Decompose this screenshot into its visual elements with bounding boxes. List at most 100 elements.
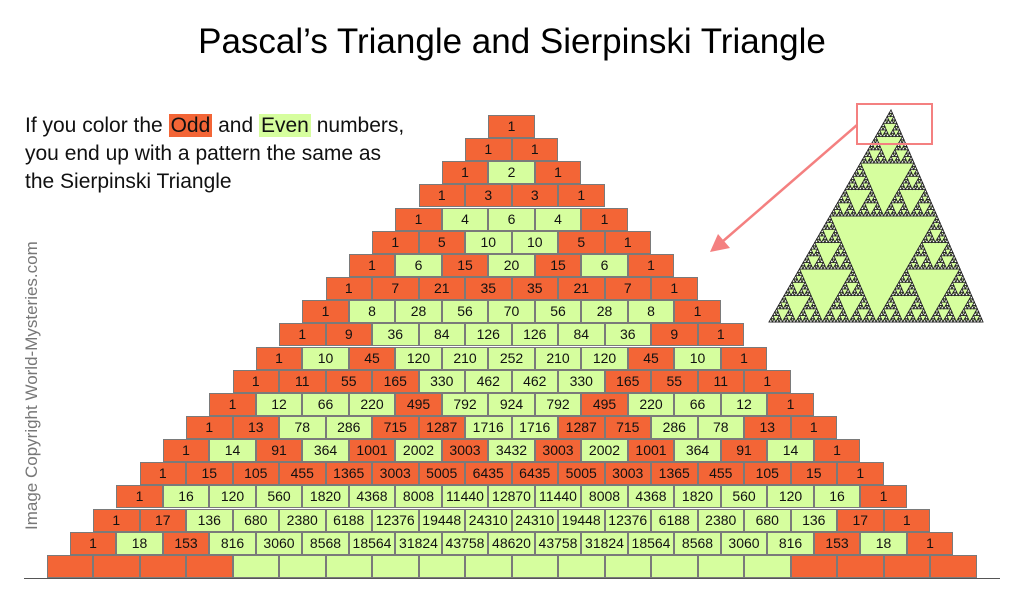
sierpinski-cell <box>912 287 918 293</box>
cell-row19-col10 <box>511 554 558 578</box>
sierpinski-cell <box>905 148 911 154</box>
sierpinski-cell <box>806 251 812 257</box>
sierpinski-cell <box>941 231 947 237</box>
sierpinski-cell <box>977 314 983 320</box>
cell-row18-col15: 816 <box>767 531 814 555</box>
sierpinski-cell <box>929 211 935 217</box>
sierpinski-cell <box>835 248 840 253</box>
sierpinski-cell <box>775 311 781 316</box>
cell-row14-col11: 364 <box>674 439 721 463</box>
sierpinski-cell <box>792 287 797 293</box>
sierpinski-cell <box>952 317 957 323</box>
sierpinski-cell <box>839 251 845 257</box>
cell-row14-col1: 14 <box>209 439 256 463</box>
sierpinski-cell <box>915 294 921 300</box>
sierpinski-cell <box>930 205 935 210</box>
cell-row16-col16: 1 <box>860 485 907 509</box>
sierpinski-cell <box>881 307 886 313</box>
sierpinski-cell <box>775 304 781 310</box>
sierpinski-cell <box>898 278 903 283</box>
sierpinski-cell <box>819 258 824 263</box>
sierpinski-cell <box>774 307 779 313</box>
sierpinski-cell <box>927 238 933 243</box>
sierpinski-cell <box>938 225 944 230</box>
cell-row17-col3: 680 <box>232 508 279 532</box>
sierpinski-cell <box>884 115 890 121</box>
cell-row12-col12: 1 <box>767 392 814 416</box>
sierpinski-cell <box>876 128 882 134</box>
sierpinski-cell <box>812 311 817 316</box>
sierpinski-cell <box>905 287 911 293</box>
sierpinski-cell <box>915 201 920 207</box>
sierpinski-cell <box>867 307 873 313</box>
cell-row13-col4: 715 <box>372 415 419 439</box>
sierpinski-cell <box>802 264 807 270</box>
cell-row15-col15: 1 <box>837 462 884 486</box>
sierpinski-cell <box>879 211 885 217</box>
sierpinski-cell <box>847 185 853 190</box>
sierpinski-cell <box>779 297 785 303</box>
cell-row19-col16 <box>790 554 837 578</box>
sierpinski-cell <box>845 287 851 293</box>
sierpinski-cell <box>906 158 912 164</box>
sierpinski-cell <box>913 181 918 187</box>
sierpinski-cell <box>828 311 834 316</box>
sierpinski-cell <box>951 278 957 283</box>
sierpinski-cell <box>889 211 895 217</box>
sierpinski-cell <box>812 264 817 270</box>
sierpinski-cell <box>955 264 961 270</box>
sierpinski-cell <box>890 314 896 320</box>
sierpinski-cell <box>911 254 917 260</box>
sierpinski-cell <box>919 241 924 247</box>
sierpinski-cell <box>918 301 923 306</box>
sierpinski-cell <box>873 205 878 210</box>
sierpinski-cell <box>832 211 838 217</box>
sierpinski-cell <box>817 314 822 320</box>
sierpinski-cell <box>903 314 909 320</box>
sierpinski-cell <box>862 211 868 217</box>
cell-row16-col6: 8008 <box>395 485 442 509</box>
sierpinski-cell <box>820 261 826 267</box>
cell-row11-col10: 11 <box>697 369 744 393</box>
cell-row17-col0: 1 <box>93 508 140 532</box>
cell-row18-col14: 3060 <box>720 531 768 555</box>
sierpinski-cell <box>862 172 867 177</box>
sierpinski-cell <box>915 248 920 253</box>
sierpinski-cell <box>861 294 867 300</box>
cell-row17-col16: 17 <box>837 508 884 532</box>
sierpinski-cell <box>777 301 783 306</box>
sierpinski-cell <box>940 251 945 257</box>
sierpinski-cell <box>803 314 809 320</box>
cell-row8-col0: 1 <box>302 300 349 324</box>
sierpinski-cell <box>915 172 921 177</box>
sierpinski-cell <box>846 198 852 204</box>
sierpinski-cell <box>833 297 838 303</box>
sierpinski-cell <box>920 181 925 187</box>
sierpinski-cell <box>815 248 820 253</box>
sierpinski-cell <box>851 278 857 283</box>
sierpinski-cell <box>938 231 943 237</box>
sierpinski-cell <box>895 125 901 131</box>
sierpinski-cell <box>866 304 871 310</box>
sierpinski-cell <box>859 181 865 187</box>
sierpinski-cell <box>853 274 858 280</box>
sierpinski-cell <box>919 211 925 217</box>
cell-row5-col3: 10 <box>511 230 558 254</box>
sierpinski-cell <box>853 181 858 187</box>
sierpinski-cell <box>891 208 897 214</box>
sierpinski-cell <box>936 234 941 240</box>
sierpinski-cell <box>883 128 889 134</box>
sierpinski-cell <box>800 291 805 296</box>
cell-row15-col10: 3003 <box>604 462 651 486</box>
sierpinski-cell <box>806 304 811 310</box>
sierpinski-cell <box>955 278 960 283</box>
sierpinski-cell <box>919 311 924 316</box>
sierpinski-cell <box>842 188 848 194</box>
sierpinski-cell <box>883 314 889 320</box>
sierpinski-cell <box>880 122 886 127</box>
sierpinski-cell <box>802 311 807 316</box>
sierpinski-cell <box>959 287 964 293</box>
sierpinski-cell <box>958 317 964 323</box>
sierpinski-cell <box>831 317 837 323</box>
cell-row12-col0: 1 <box>209 392 256 416</box>
